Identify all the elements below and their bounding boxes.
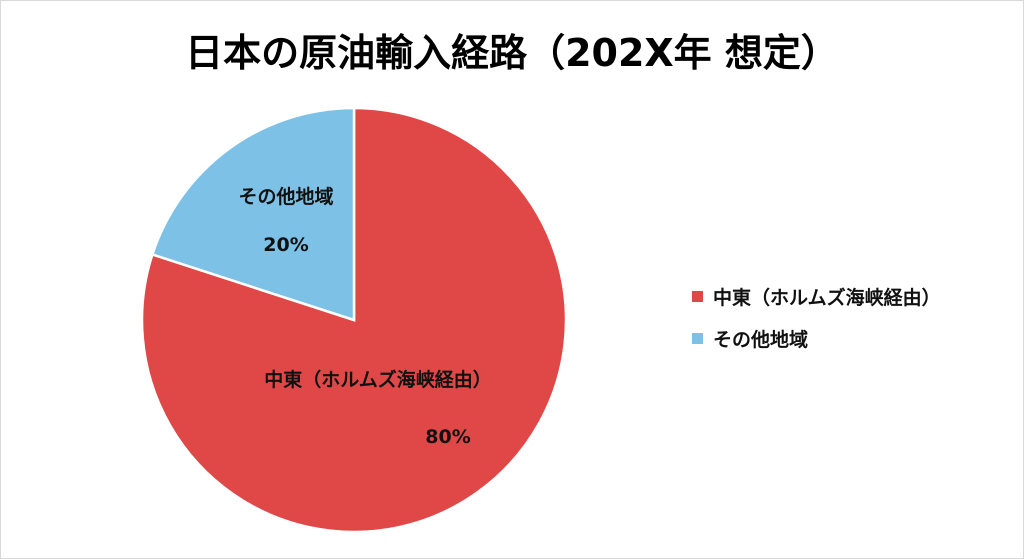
label-middle-east-value: 80% [425,426,470,448]
label-middle-east-category: 中東（ホルムズ海峡経由） [264,368,492,391]
slice-other-regions [150,106,356,322]
label-other-regions-value: 20% [263,234,308,256]
legend-item-middle-east: 中東（ホルムズ海峡経由） [692,282,941,310]
legend-label-other-regions: その他地域 [713,328,809,351]
legend-swatch-middle-east [692,290,703,302]
legend-label-middle-east: 中東（ホルムズ海峡経由） [713,286,941,309]
legend-item-other-regions: その他地域 [692,324,941,352]
legend-swatch-other-regions [692,332,703,344]
legend: 中東（ホルムズ海峡経由） その他地域 [692,282,941,366]
chart-title: 日本の原油輸入経路（202X年 想定） [185,31,839,75]
label-other-regions-category: その他地域 [238,185,333,208]
